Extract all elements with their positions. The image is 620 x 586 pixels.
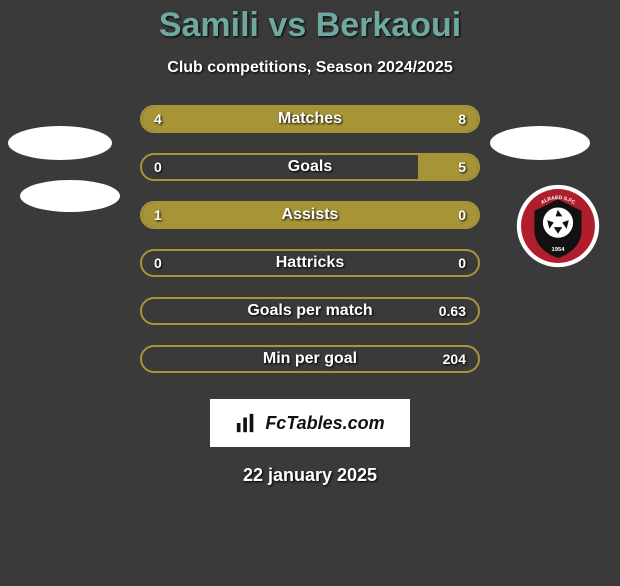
player-left-logo-1 [8,126,112,160]
stat-label: Min per goal [142,347,478,371]
stat-label: Goals per match [142,299,478,323]
stat-value-right: 0.63 [439,299,466,323]
stat-value-left: 1 [154,203,162,227]
brand-text: FcTables.com [265,413,384,434]
brand-tag[interactable]: FcTables.com [210,399,410,447]
page-title: Samili vs Berkaoui [0,6,620,45]
footer-date: 22 january 2025 [0,465,620,486]
stat-value-right: 8 [458,107,466,131]
svg-text:1954: 1954 [551,247,565,253]
stat-value-left: 0 [154,251,162,275]
stat-fill-left [142,203,478,227]
stat-value-right: 0 [458,251,466,275]
stat-label: Hattricks [142,251,478,275]
stat-row: 1 Assists 0 [140,201,480,229]
stat-fill-right [254,107,478,131]
stat-value-right: 204 [443,347,466,371]
shield-icon: ALRAED S.FC 1954 [516,184,600,268]
stat-row: 4 Matches 8 [140,105,480,133]
stat-value-right: 0 [458,203,466,227]
stat-value-left: 0 [154,155,162,179]
bars-icon [235,412,257,434]
stat-value-left: 4 [154,107,162,131]
stat-fill-right [418,155,478,179]
stat-row: 0 Goals 5 [140,153,480,181]
stat-row: 0 Hattricks 0 [140,249,480,277]
page-subtitle: Club competitions, Season 2024/2025 [0,59,620,77]
stat-row: Min per goal 204 [140,345,480,373]
player-left-logo-2 [20,180,120,212]
club-badge: ALRAED S.FC 1954 [516,184,600,268]
stat-row: Goals per match 0.63 [140,297,480,325]
player-right-logo-ellipse [490,126,590,160]
stat-value-right: 5 [458,155,466,179]
